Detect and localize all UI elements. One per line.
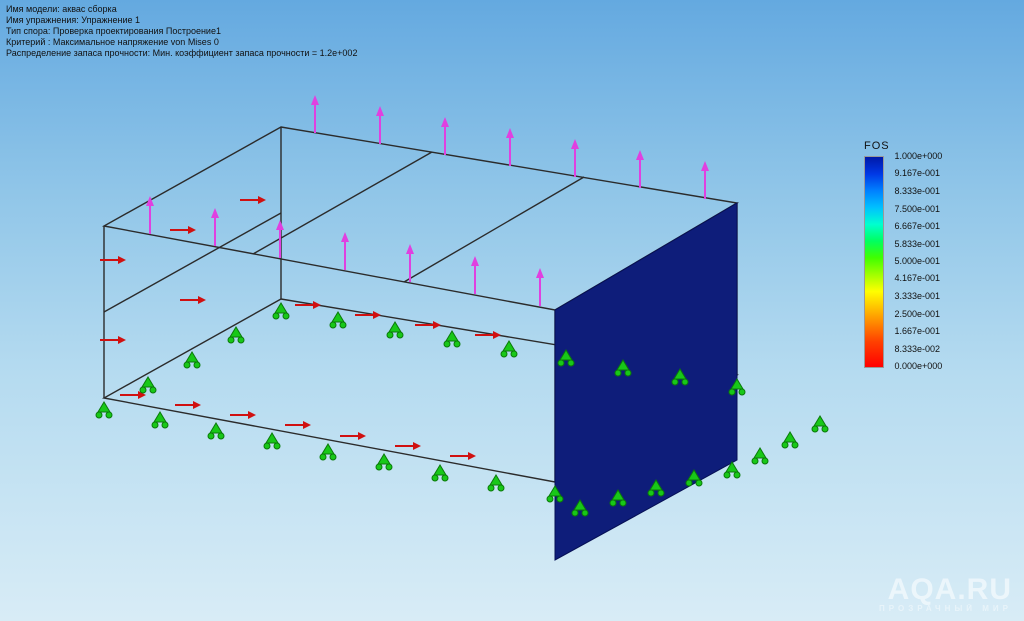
legend-tick: 9.167e-001: [894, 168, 940, 178]
legend-tick: 4.167e-001: [894, 273, 940, 283]
legend-tick: 1.667e-001: [894, 326, 940, 336]
load-arrows-back: [311, 95, 709, 199]
legend-tick: 1.000e+000: [894, 151, 942, 161]
fixtures-left-bottom: [140, 327, 244, 393]
legend-tick: 7.500e-001: [894, 204, 940, 214]
meta-l1: Имя модели: аквас сборка: [6, 4, 117, 14]
load-arrows-front: [146, 196, 544, 306]
legend-tick: 5.833e-001: [894, 239, 940, 249]
legend-colorbar: [864, 156, 884, 368]
meta-l5: Распределение запаса прочности: Мин. коэ…: [6, 48, 357, 58]
model-metadata: Имя модели: аквас сборка Имя упражнения:…: [6, 4, 357, 59]
legend-tick: 6.667e-001: [894, 221, 940, 231]
meta-l4: Критерий : Максимальное напряжение von M…: [6, 37, 219, 47]
legend-tick: 8.333e-002: [894, 344, 940, 354]
color-legend: FOS 1.000e+0009.167e-0018.333e-0017.500e…: [864, 140, 984, 368]
meta-l3: Тип спора: Проверка проектирования Постр…: [6, 26, 221, 36]
legend-tick: 8.333e-001: [894, 186, 940, 196]
watermark-small: ПРОЗРАЧНЫЙ МИР: [879, 605, 1012, 613]
legend-tick: 3.333e-001: [894, 291, 940, 301]
fixtures-front-bottom: [96, 402, 563, 502]
meta-l2: Имя упражнения: Упражнение 1: [6, 15, 140, 25]
legend-tick: 0.000e+000: [894, 361, 942, 371]
simulation-viewport: Имя модели: аквас сборка Имя упражнения:…: [0, 0, 1024, 621]
legend-tick: 2.500e-001: [894, 309, 940, 319]
watermark-big: AQA.RU: [879, 575, 1012, 605]
legend-tick: 5.000e-001: [894, 256, 940, 266]
watermark: AQA.RU ПРОЗРАЧНЫЙ МИР: [879, 575, 1012, 613]
